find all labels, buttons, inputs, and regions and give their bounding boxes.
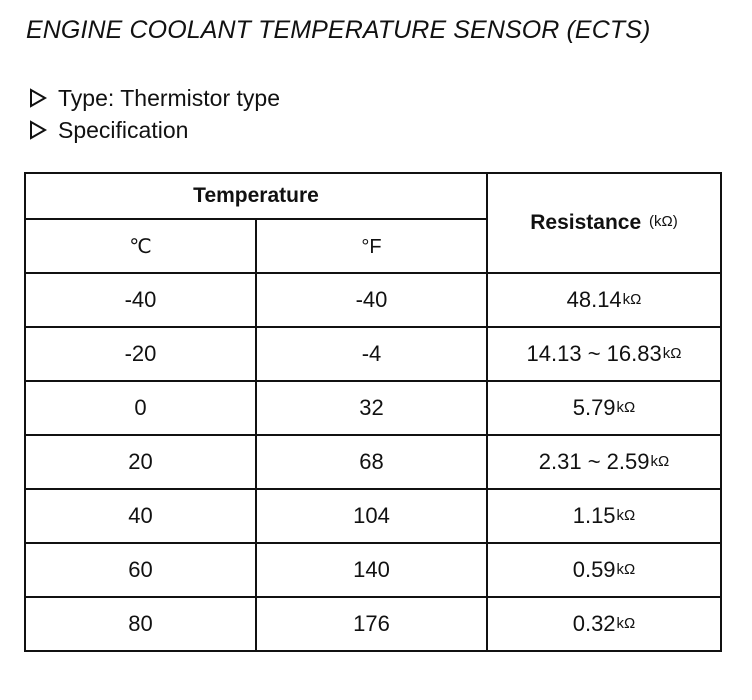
celsius-header-label: ℃	[129, 236, 152, 258]
resistance-unit: kΩ	[616, 561, 636, 578]
resistance-value: 5.79	[572, 395, 616, 420]
fahrenheit-header-label: °F	[361, 236, 382, 258]
fahrenheit-cell: -4	[255, 326, 488, 382]
celsius-cell: 60	[24, 542, 257, 598]
resistance-unit: kΩ	[662, 345, 682, 362]
resistance-unit: kΩ	[622, 291, 642, 308]
fahrenheit-header: °F	[255, 218, 488, 274]
bullet-specification: Specification	[28, 114, 280, 146]
fahrenheit-cell: 68	[255, 434, 488, 490]
fahrenheit-cell: 176	[255, 596, 488, 652]
resistance-header: Resistance (kΩ)	[486, 172, 722, 274]
resistance-cell: 2.31 ~ 2.59kΩ	[486, 434, 722, 490]
resistance-header-unit: (kΩ)	[649, 213, 678, 230]
table-row: 0 32 5.79kΩ	[24, 380, 722, 436]
resistance-value: 48.14	[566, 287, 622, 312]
resistance-cell: 5.79kΩ	[486, 380, 722, 436]
bullet-type: Type: Thermistor type	[28, 82, 280, 114]
resistance-unit: kΩ	[616, 507, 636, 524]
header-row-units: ℃ °F	[24, 218, 721, 274]
resistance-cell: 14.13 ~ 16.83kΩ	[486, 326, 722, 382]
resistance-value: 1.15	[572, 503, 616, 528]
fahrenheit-cell: -40	[255, 272, 488, 328]
table-row: 20 68 2.31 ~ 2.59kΩ	[24, 434, 722, 490]
celsius-cell: 80	[24, 596, 257, 652]
specification-text: Specification	[58, 117, 189, 143]
celsius-cell: 0	[24, 380, 257, 436]
celsius-header: ℃	[24, 218, 257, 274]
celsius-cell: -40	[24, 272, 257, 328]
temperature-header: Temperature	[24, 172, 488, 220]
resistance-value: 0.59	[572, 557, 616, 582]
resistance-cell: 0.59kΩ	[486, 542, 722, 598]
document-title: ENGINE COOLANT TEMPERATURE SENSOR (ECTS)	[26, 16, 651, 44]
resistance-value: 2.31 ~ 2.59	[538, 449, 650, 474]
celsius-cell: -20	[24, 326, 257, 382]
table-row: 60 140 0.59kΩ	[24, 542, 722, 598]
resistance-unit: kΩ	[616, 399, 636, 416]
resistance-header-label: Resistance	[530, 211, 642, 234]
table-row: 80 176 0.32kΩ	[24, 596, 722, 652]
resistance-value: 0.32	[572, 611, 616, 636]
triangle-bullet-icon	[30, 120, 48, 140]
resistance-cell: 48.14kΩ	[486, 272, 722, 328]
resistance-value: 14.13 ~ 16.83	[526, 341, 662, 366]
bullet-list: Type: Thermistor type Specification	[28, 82, 280, 146]
table-row: -20 -4 14.13 ~ 16.83kΩ	[24, 326, 722, 382]
type-text: Type: Thermistor type	[58, 85, 280, 111]
table-row: -40 -40 48.14kΩ	[24, 272, 722, 328]
header-row-top: Temperature Resistance (kΩ)	[24, 172, 722, 274]
spec-table: Temperature Resistance (kΩ) ℃ °F -40 -40 4…	[24, 172, 722, 652]
triangle-bullet-icon	[30, 88, 48, 108]
resistance-unit: kΩ	[616, 615, 636, 632]
resistance-cell: 1.15kΩ	[486, 488, 722, 544]
fahrenheit-cell: 104	[255, 488, 488, 544]
resistance-unit: kΩ	[650, 453, 670, 470]
celsius-cell: 40	[24, 488, 257, 544]
fahrenheit-cell: 140	[255, 542, 488, 598]
table-row: 40 104 1.15kΩ	[24, 488, 722, 544]
celsius-cell: 20	[24, 434, 257, 490]
fahrenheit-cell: 32	[255, 380, 488, 436]
resistance-cell: 0.32kΩ	[486, 596, 722, 652]
